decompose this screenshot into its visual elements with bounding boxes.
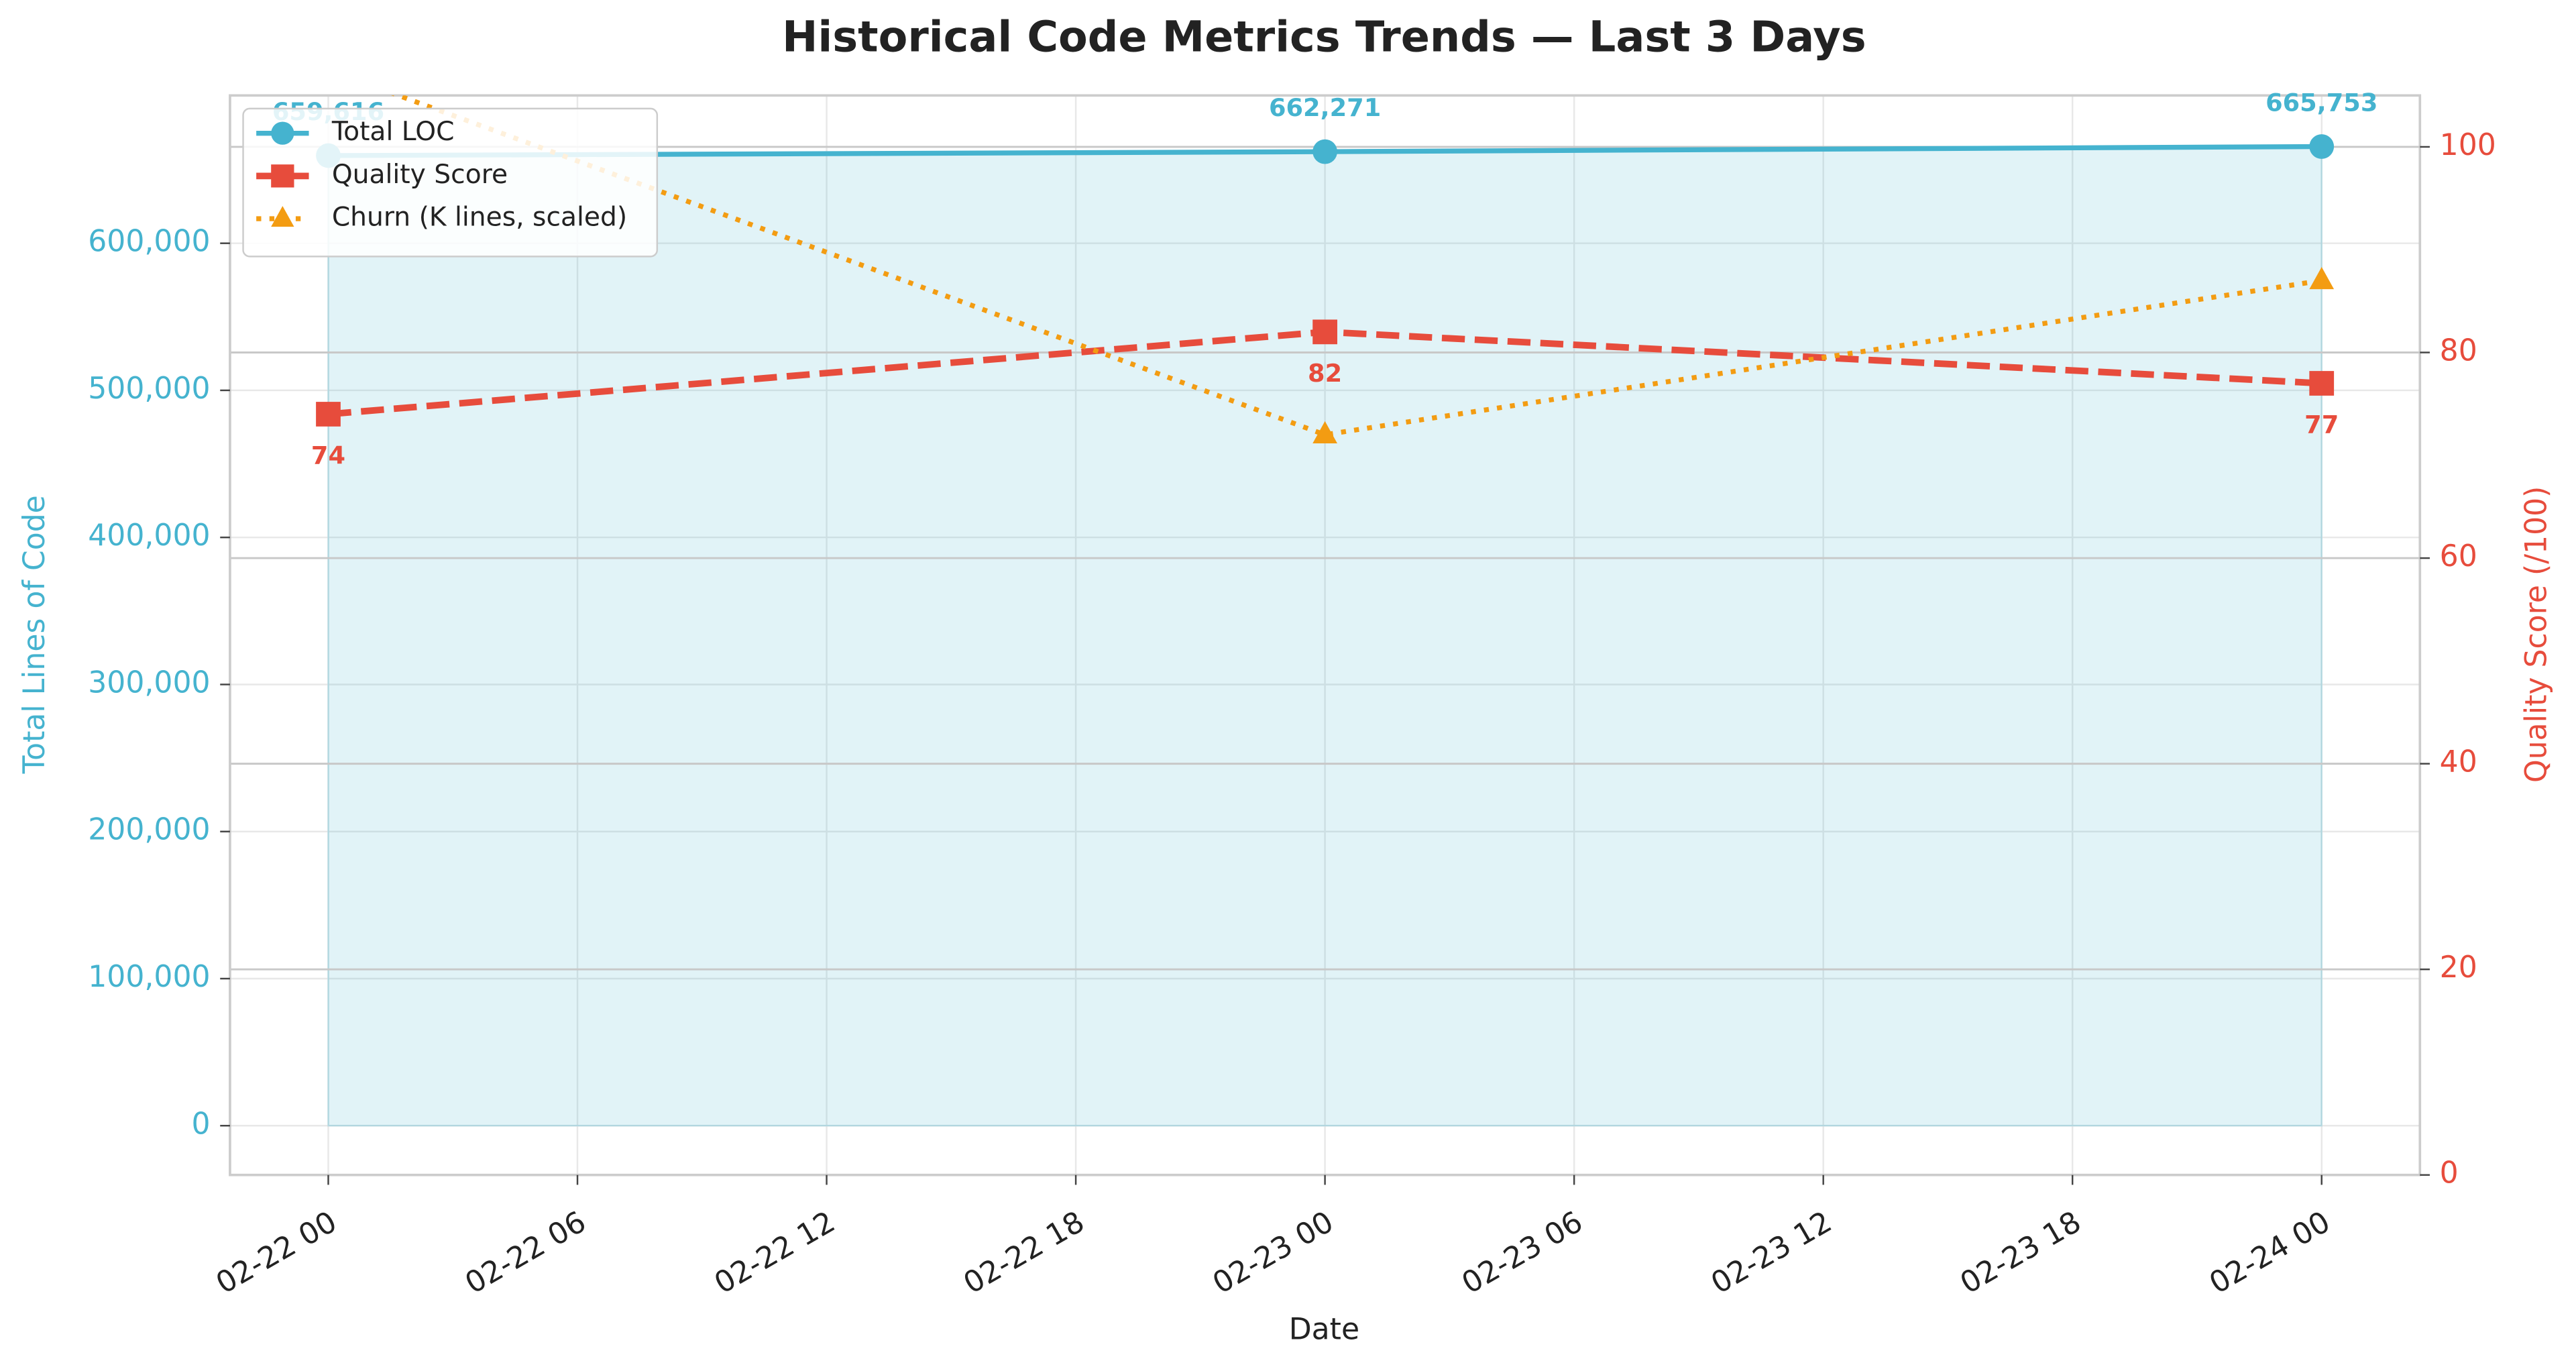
legend-label: Churn (K lines, scaled) [332,203,627,233]
marker [316,402,341,427]
marker [1312,319,1337,345]
legend-label: Quality Score [332,160,508,190]
data-label: 77 [2304,410,2339,439]
marker [271,121,294,145]
y2-tick-label: 80 [2440,334,2477,368]
marker [1312,421,1337,443]
legend-label: Total LOC [331,117,455,147]
marker [2309,371,2335,396]
marker [2309,266,2335,290]
y2-tick-label: 0 [2440,1156,2459,1191]
legend-box [242,107,659,258]
y-tick-label: 0 [192,1107,211,1141]
y-tick-label: 600,000 [88,225,210,259]
y2-tick-label: 60 [2440,539,2477,573]
area [327,146,2322,1127]
y2-axis-label: Quality Score (/100) [2520,486,2554,783]
y-axis-label: Total Lines of Code [17,495,52,774]
chart-title: Historical Code Metrics Trends — Last 3 … [782,13,1866,62]
legend: Total LOC Quality Score Churn (K lines, sc… [242,107,659,258]
y2-tick-label: 100 [2440,128,2496,162]
y-tick-label: 400,000 [88,518,210,553]
y2-tick-label: 20 [2440,950,2477,985]
data-label: 74 [311,441,345,470]
data-label: 662,271 [1269,93,1381,122]
y-tick-label: 300,000 [88,665,210,700]
data-label: 82 [1308,359,1342,388]
y-tick-label: 200,000 [88,813,210,847]
y-tick-label: 100,000 [88,960,210,994]
data-label: 665,753 [2265,88,2377,117]
marker [2309,134,2335,159]
marker [271,164,294,188]
y-tick-label: 500,000 [88,372,210,406]
x-axis-label: Date [1289,1312,1359,1346]
marker [1312,139,1337,164]
y2-tick-label: 40 [2440,745,2477,779]
marker [271,206,294,227]
